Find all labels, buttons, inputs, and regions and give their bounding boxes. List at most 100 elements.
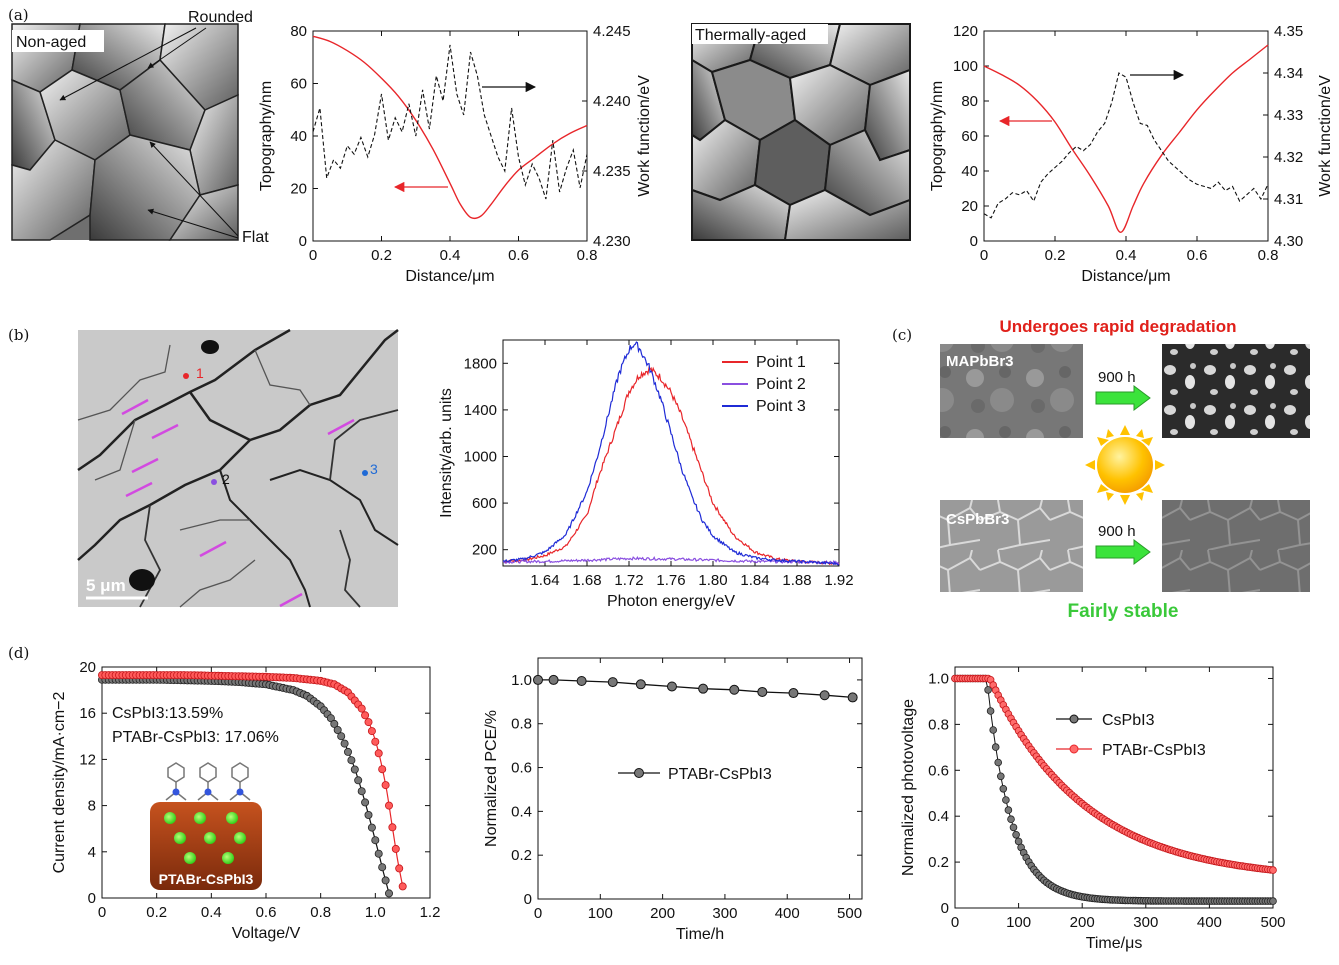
c-title-bottom: Fairly stable: [1068, 601, 1179, 622]
decay-point: [1269, 897, 1277, 905]
y-tick-label: 200: [472, 542, 497, 559]
legend-label: PTABr-CsPbI3: [1102, 742, 1206, 759]
decay-point: [1002, 796, 1010, 804]
jv-point: [374, 849, 383, 858]
jv-point: [333, 726, 342, 735]
y-tick-label: 0.4: [511, 803, 532, 820]
flat-annotation: Flat: [242, 229, 269, 246]
y2-tick-label: 4.245: [593, 23, 631, 40]
jv-point: [381, 781, 390, 790]
spectrum-line: [502, 341, 840, 566]
topography-line: [983, 44, 1269, 234]
chart-a1-topography-workfunction: 0 0.2 0.4 0.6 0.8 0 20 40 60 80 Distance/μm Topogra…: [258, 23, 653, 285]
jv-point: [395, 864, 404, 873]
legend-marker: [1069, 744, 1079, 754]
y-tick-label: 0.8: [928, 716, 949, 733]
y-axis-label: Normalized PCE/%: [483, 710, 500, 847]
y-tick-label: 0: [524, 891, 532, 908]
chart-d3-photovoltage-decay: 0 100 200 300 400 500 0 0.2 0.4 0.6 0.8 1.0 Time/μs N…: [900, 666, 1286, 952]
y-tick-label: 8: [88, 798, 96, 815]
y-axis-label: Topography/nm: [258, 81, 275, 191]
jv-point: [367, 727, 376, 736]
y-tick-label: 0: [88, 890, 96, 907]
jv-point: [340, 739, 349, 748]
decay-point: [1004, 806, 1013, 814]
pce-point: [607, 677, 618, 688]
jv-point: [384, 801, 393, 810]
y2-tick-label: 4.33: [1274, 107, 1303, 124]
x-tick-label: 200: [1070, 914, 1095, 931]
jv-point: [384, 889, 393, 898]
y-tick-label: 80: [290, 23, 307, 40]
y-tick-label: 1400: [464, 402, 497, 419]
y-tick-label: 1000: [464, 448, 497, 465]
x-tick-label: 0.6: [508, 247, 529, 264]
nonaged-label: Non-aged: [16, 34, 86, 51]
x-tick-label: 1.68: [572, 572, 601, 589]
y-tick-label: 12: [79, 751, 96, 768]
x-tick-label: 1.2: [420, 904, 441, 921]
jv-point: [354, 776, 363, 785]
sem-point-3: 3: [370, 461, 378, 477]
plot-frame: [537, 657, 863, 900]
jv-point: [330, 719, 339, 728]
plot-frame: [983, 30, 1269, 242]
jv-point: [364, 811, 373, 820]
jv-point: [374, 749, 383, 758]
y-tick-label: 0.8: [511, 716, 532, 733]
inset-label: PTABr-CsPbI3: [159, 871, 254, 887]
x-tick-label: 0: [980, 247, 988, 264]
chart-b-cl-spectra: 1.64 1.68 1.72 1.76 1.80 1.84 1.88 1.92 200 600 10…: [438, 339, 854, 610]
x-tick-label: 300: [712, 905, 737, 922]
panel-label-c: (c): [892, 326, 912, 344]
jv-point: [343, 747, 352, 756]
pce-point: [576, 676, 587, 687]
x-tick-label: 300: [1133, 914, 1158, 931]
y-axis-label: Current density/mA·cm−2: [51, 691, 68, 873]
y2-tick-label: 4.34: [1274, 65, 1303, 82]
y-tick-label: 40: [290, 128, 307, 145]
y2-tick-label: 4.32: [1274, 149, 1303, 166]
y-axis-label: Normalized photovoltage: [900, 699, 917, 876]
pce-point: [788, 688, 799, 699]
c-cspbbr3-label: CsPbBr3: [946, 511, 1009, 528]
y-tick-label: 0: [299, 233, 307, 250]
legend-marker: [1069, 714, 1079, 724]
jv-point: [378, 863, 387, 872]
x-axis-label: Time/μs: [1086, 935, 1143, 952]
x-tick-label: 1.76: [656, 572, 685, 589]
c-title-top: Undergoes rapid degradation: [999, 317, 1236, 336]
y2-tick-label: 4.230: [593, 233, 631, 250]
sem-point-2: 2: [222, 471, 230, 487]
y-tick-label: 120: [953, 23, 978, 40]
decay-point: [1012, 830, 1020, 839]
panel-c-stability: Undergoes rapid degradation MAPbBr3 900 …: [940, 317, 1310, 622]
panel-label-b: (b): [8, 326, 29, 344]
jv-point: [361, 798, 370, 807]
plot-frame: [312, 30, 588, 242]
x-tick-label: 0.8: [1258, 247, 1279, 264]
legend-label: Point 1: [756, 354, 806, 371]
plot-frame: [954, 666, 1274, 909]
jv-point: [350, 765, 359, 774]
y-axis-label: Intensity/arb. units: [438, 388, 455, 518]
sem-image-cl: 1 2 3 5 μm: [77, 328, 399, 608]
jv-point: [381, 876, 390, 885]
pce-point: [757, 686, 768, 697]
aged-label: Thermally-aged: [695, 27, 806, 44]
decay-point: [996, 772, 1005, 781]
x-tick-label: 400: [775, 905, 800, 922]
y-tick-label: 20: [290, 181, 307, 198]
jv-point: [391, 844, 400, 853]
x-tick-label: 200: [650, 905, 675, 922]
y-tick-label: 0: [970, 233, 978, 250]
y2-tick-label: 4.235: [593, 163, 631, 180]
chart-d2-stability: 0 100 200 300 400 500 0 0.2 0.4 0.6 0.8 1.0 Time/h No…: [483, 657, 863, 943]
y-tick-label: 0.6: [511, 760, 532, 777]
jv-point: [378, 765, 387, 774]
sem-point-1: 1: [196, 365, 204, 381]
jv-point: [388, 823, 397, 832]
pce-point: [548, 674, 559, 685]
y-tick-label: 0: [941, 900, 949, 917]
